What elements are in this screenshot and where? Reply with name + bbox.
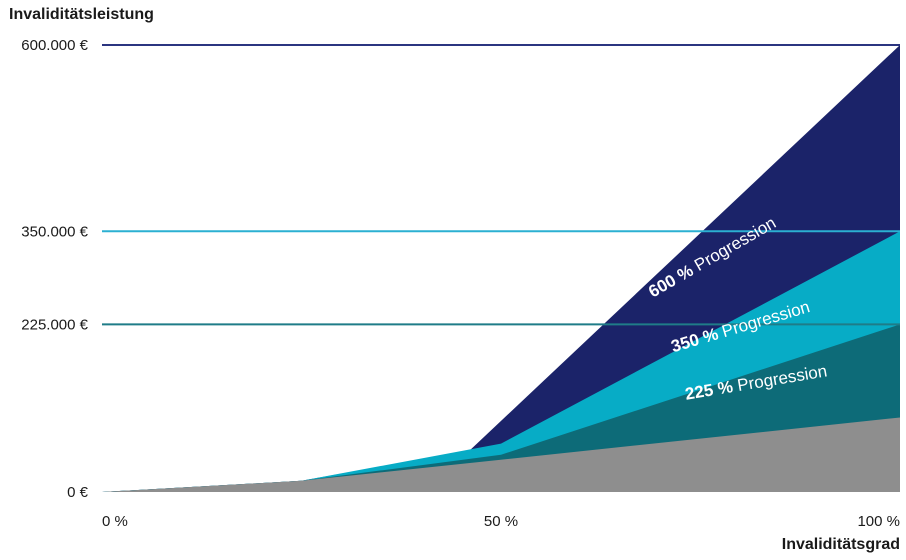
y-tick-label: 600.000 € — [21, 37, 88, 54]
y-axis-ticks: 0 € 225.000 € 350.000 € 600.000 € — [21, 37, 88, 501]
y-axis-title: Invaliditätsleistung — [9, 6, 154, 23]
y-tick-label: 225.000 € — [21, 316, 88, 333]
y-tick-label: 0 € — [67, 484, 89, 501]
y-tick-label: 350.000 € — [21, 223, 88, 240]
x-tick-label: 100 % — [857, 513, 900, 530]
chart-areas — [102, 45, 900, 493]
x-tick-label: 0 % — [102, 513, 128, 530]
x-axis-title: Invaliditätsgrad — [781, 536, 900, 553]
x-axis-ticks: 0 % 50 % 100 % — [102, 513, 900, 530]
area-base — [102, 417, 900, 492]
reference-lines — [102, 44, 900, 326]
x-tick-label: 50 % — [484, 513, 518, 530]
